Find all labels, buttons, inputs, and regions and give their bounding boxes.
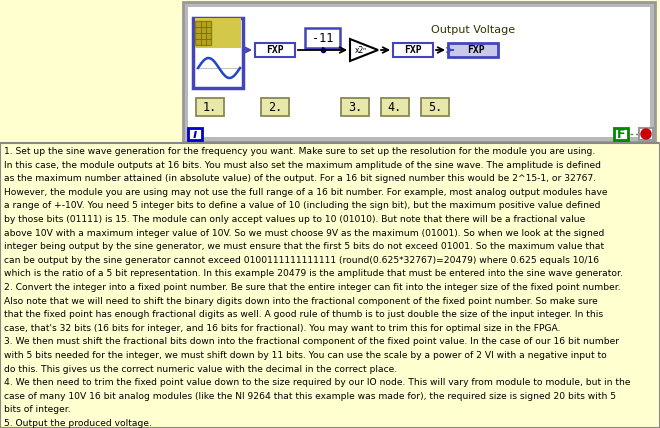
Text: case of many 10V 16 bit analog modules (like the NI 9264 that this example was m: case of many 10V 16 bit analog modules (… xyxy=(4,392,616,401)
Text: F: F xyxy=(616,128,625,140)
Text: 1. Set up the sine wave generation for the frequency you want. Make sure to set : 1. Set up the sine wave generation for t… xyxy=(4,147,595,156)
Text: 3. We then must shift the fractional bits down into the fractional component of : 3. We then must shift the fractional bit… xyxy=(4,337,619,346)
Text: with 5 bits needed for the integer, we must shift down by 11 bits. You can use t: with 5 bits needed for the integer, we m… xyxy=(4,351,607,360)
Text: FXP: FXP xyxy=(467,45,485,55)
Text: However, the module you are using may not use the full range of a 16 bit number.: However, the module you are using may no… xyxy=(4,188,607,197)
Text: by those bits (01111) is 15. The module can only accept values up to 10 (01010).: by those bits (01111) is 15. The module … xyxy=(4,215,585,224)
Text: 4.: 4. xyxy=(388,101,402,113)
FancyBboxPatch shape xyxy=(639,128,653,140)
Text: do this. This gives us the correct numeric value with the decimal in the correct: do this. This gives us the correct numer… xyxy=(4,365,397,374)
Text: 1.: 1. xyxy=(203,101,217,113)
Text: bits of integer.: bits of integer. xyxy=(4,405,71,414)
FancyBboxPatch shape xyxy=(305,28,340,48)
FancyBboxPatch shape xyxy=(0,143,660,428)
Text: 5. Output the produced voltage.: 5. Output the produced voltage. xyxy=(4,419,152,428)
Text: can be output by the sine generator cannot exceed 0100111111111111 (round(0.625*: can be output by the sine generator cann… xyxy=(4,256,599,265)
Text: i: i xyxy=(193,128,197,140)
Text: Output Voltage: Output Voltage xyxy=(431,25,515,35)
FancyBboxPatch shape xyxy=(195,18,241,48)
FancyBboxPatch shape xyxy=(381,98,409,116)
Text: 3.: 3. xyxy=(348,101,362,113)
Circle shape xyxy=(641,129,651,139)
FancyBboxPatch shape xyxy=(188,128,202,140)
FancyBboxPatch shape xyxy=(255,43,295,57)
FancyBboxPatch shape xyxy=(421,98,449,116)
Text: which is the ratio of a 5 bit representation. In this example 20479 is the ampli: which is the ratio of a 5 bit representa… xyxy=(4,269,623,278)
FancyBboxPatch shape xyxy=(188,7,650,137)
Text: -11: -11 xyxy=(312,32,333,45)
Text: that the fixed point has enough fractional digits as well. A good rule of thumb : that the fixed point has enough fraction… xyxy=(4,310,603,319)
FancyBboxPatch shape xyxy=(448,43,498,57)
Text: a range of +-10V. You need 5 integer bits to define a value of 10 (including the: a range of +-10V. You need 5 integer bit… xyxy=(4,202,601,211)
FancyBboxPatch shape xyxy=(261,98,289,116)
FancyBboxPatch shape xyxy=(341,98,369,116)
Text: Also note that we will need to shift the binary digits down into the fractional : Also note that we will need to shift the… xyxy=(4,297,598,306)
Text: above 10V with a maximum integer value of 10V. So we must choose 9V as the maxim: above 10V with a maximum integer value o… xyxy=(4,229,605,238)
FancyBboxPatch shape xyxy=(614,128,628,140)
Text: 5.: 5. xyxy=(428,101,442,113)
Text: FXP: FXP xyxy=(266,45,284,55)
FancyBboxPatch shape xyxy=(193,18,243,88)
Text: FXP: FXP xyxy=(404,45,422,55)
FancyBboxPatch shape xyxy=(183,2,655,142)
Text: 2. Convert the integer into a fixed point number. Be sure that the entire intege: 2. Convert the integer into a fixed poin… xyxy=(4,283,620,292)
FancyBboxPatch shape xyxy=(195,21,211,45)
Text: integer being output by the sine generator, we must ensure that the first 5 bits: integer being output by the sine generat… xyxy=(4,242,604,251)
Text: x2ⁿ: x2ⁿ xyxy=(355,45,368,54)
FancyBboxPatch shape xyxy=(393,43,433,57)
Text: 2.: 2. xyxy=(268,101,282,113)
Text: 4. We then need to trim the fixed point value down to the size required by our I: 4. We then need to trim the fixed point … xyxy=(4,378,630,387)
Text: case, that's 32 bits (16 bits for integer, and 16 bits for fractional). You may : case, that's 32 bits (16 bits for intege… xyxy=(4,324,560,333)
Text: as the maximum number attained (in absolute value) of the output. For a 16 bit s: as the maximum number attained (in absol… xyxy=(4,174,596,183)
Text: In this case, the module outputs at 16 bits. You must also set the maximum ampli: In this case, the module outputs at 16 b… xyxy=(4,160,601,169)
FancyBboxPatch shape xyxy=(196,98,224,116)
